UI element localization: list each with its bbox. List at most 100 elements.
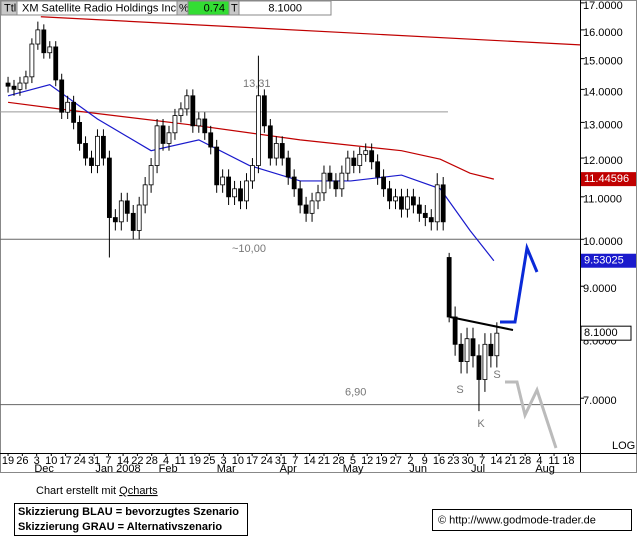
candle-body bbox=[89, 157, 94, 166]
x-tick-label: 7 bbox=[479, 455, 485, 467]
x-tick-label: 26 bbox=[16, 455, 28, 467]
month-label: Jul bbox=[471, 463, 485, 475]
credit-link[interactable]: Qcharts bbox=[119, 485, 158, 497]
candle-body bbox=[351, 157, 357, 166]
candle-body bbox=[77, 121, 82, 144]
candle-body bbox=[196, 118, 202, 127]
candle-body bbox=[416, 204, 422, 214]
candle-body bbox=[440, 184, 446, 223]
candle-body bbox=[452, 316, 458, 345]
level-label: 13,31 bbox=[243, 78, 271, 90]
candle-body bbox=[482, 343, 488, 380]
candle-body bbox=[256, 95, 261, 166]
pattern-label: S bbox=[493, 369, 500, 381]
pattern-label: K bbox=[477, 418, 485, 430]
month-label: Dec bbox=[34, 463, 54, 475]
candle-body bbox=[136, 204, 142, 231]
x-tick-label: 31 bbox=[275, 455, 287, 467]
candle-body bbox=[238, 188, 243, 202]
candle-body bbox=[250, 165, 255, 182]
candle-body bbox=[124, 200, 130, 214]
candle-body bbox=[434, 184, 440, 223]
x-tick-label: 4 bbox=[163, 455, 169, 467]
candle-body bbox=[23, 76, 29, 84]
candle-body bbox=[422, 212, 428, 218]
candle-body bbox=[178, 108, 184, 116]
candle-body bbox=[261, 95, 267, 127]
candle-body bbox=[476, 355, 482, 380]
x-tick-label: 14 bbox=[490, 455, 502, 467]
copyright[interactable]: © http://www.godmode-trader.de bbox=[438, 514, 596, 526]
x-tick-label: 5 bbox=[350, 455, 356, 467]
candle-body bbox=[83, 143, 88, 159]
y-tick-label: 17.0000 bbox=[583, 0, 623, 12]
candle-body bbox=[214, 146, 220, 186]
y-tick-label: 15.0000 bbox=[583, 56, 623, 68]
candle-body bbox=[35, 29, 41, 45]
candle-body bbox=[405, 196, 410, 210]
candle-body bbox=[232, 188, 237, 198]
pattern-label: S bbox=[456, 384, 463, 396]
y-tick-label: 14.0000 bbox=[583, 86, 623, 98]
blue-scenario bbox=[500, 242, 539, 324]
month-label: Jan 2008 bbox=[95, 463, 140, 475]
candle-body bbox=[130, 212, 136, 231]
x-tick-label: 3 bbox=[34, 455, 40, 467]
x-tick-label: 24 bbox=[261, 455, 273, 467]
candle-body bbox=[303, 204, 309, 214]
x-tick-label: 7 bbox=[105, 455, 111, 467]
x-tick-label: 19 bbox=[2, 455, 14, 467]
x-tick-label: 17 bbox=[246, 455, 258, 467]
candle-body bbox=[410, 196, 416, 206]
candle-body bbox=[184, 95, 190, 110]
moving-average bbox=[40, 16, 581, 46]
candle-body bbox=[375, 161, 381, 178]
candle-body bbox=[381, 176, 386, 190]
candle-body bbox=[464, 338, 470, 362]
copyright-box bbox=[432, 509, 632, 531]
x-tick-label: 14 bbox=[117, 455, 129, 467]
candle-body bbox=[5, 82, 11, 87]
x-tick-label: 24 bbox=[74, 455, 86, 467]
candle-body bbox=[101, 135, 106, 159]
candle-body bbox=[399, 196, 404, 210]
candle-body bbox=[428, 217, 434, 223]
candle-body bbox=[59, 79, 65, 113]
candle-body bbox=[333, 180, 339, 190]
y-tick-label: 10.0000 bbox=[583, 236, 623, 248]
x-tick-label: 31 bbox=[88, 455, 100, 467]
candle-body bbox=[309, 200, 315, 214]
candle-body bbox=[285, 157, 291, 178]
x-tick-label: 12 bbox=[361, 455, 373, 467]
x-tick-label: 18 bbox=[562, 455, 574, 467]
y-tick-label: 7.0000 bbox=[583, 395, 617, 407]
x-tick-label: 19 bbox=[189, 455, 201, 467]
y-tick-label: 13.0000 bbox=[583, 119, 623, 131]
candle-body bbox=[279, 143, 285, 159]
neckline bbox=[449, 316, 514, 331]
price-tag bbox=[580, 325, 632, 341]
candle-body bbox=[220, 176, 226, 186]
x-tick-label: 17 bbox=[59, 455, 71, 467]
x-tick-label: 25 bbox=[203, 455, 215, 467]
x-tick-label: 23 bbox=[447, 455, 459, 467]
header-pct: 0.74 bbox=[204, 2, 225, 14]
x-tick-label: 7 bbox=[292, 455, 298, 467]
x-tick-label: 30 bbox=[462, 455, 474, 467]
header-name: XM Satellite Radio Holdings Inc. bbox=[22, 2, 179, 14]
x-tick-label: 21 bbox=[505, 455, 517, 467]
candle-body bbox=[17, 82, 23, 90]
candle-body bbox=[106, 157, 112, 218]
x-tick-label: 9 bbox=[422, 455, 428, 467]
candle-body bbox=[291, 176, 297, 190]
candle-body bbox=[71, 101, 77, 123]
candle-body bbox=[345, 157, 351, 174]
legend-line: Skizzierung GRAU = Alternativszenario bbox=[18, 521, 222, 533]
x-tick-label: 16 bbox=[433, 455, 445, 467]
candle-body bbox=[470, 338, 476, 357]
x-tick-label: 11 bbox=[175, 455, 186, 467]
candle-body bbox=[339, 172, 345, 190]
x-tick-label: 19 bbox=[375, 455, 387, 467]
candle-body bbox=[148, 165, 154, 186]
